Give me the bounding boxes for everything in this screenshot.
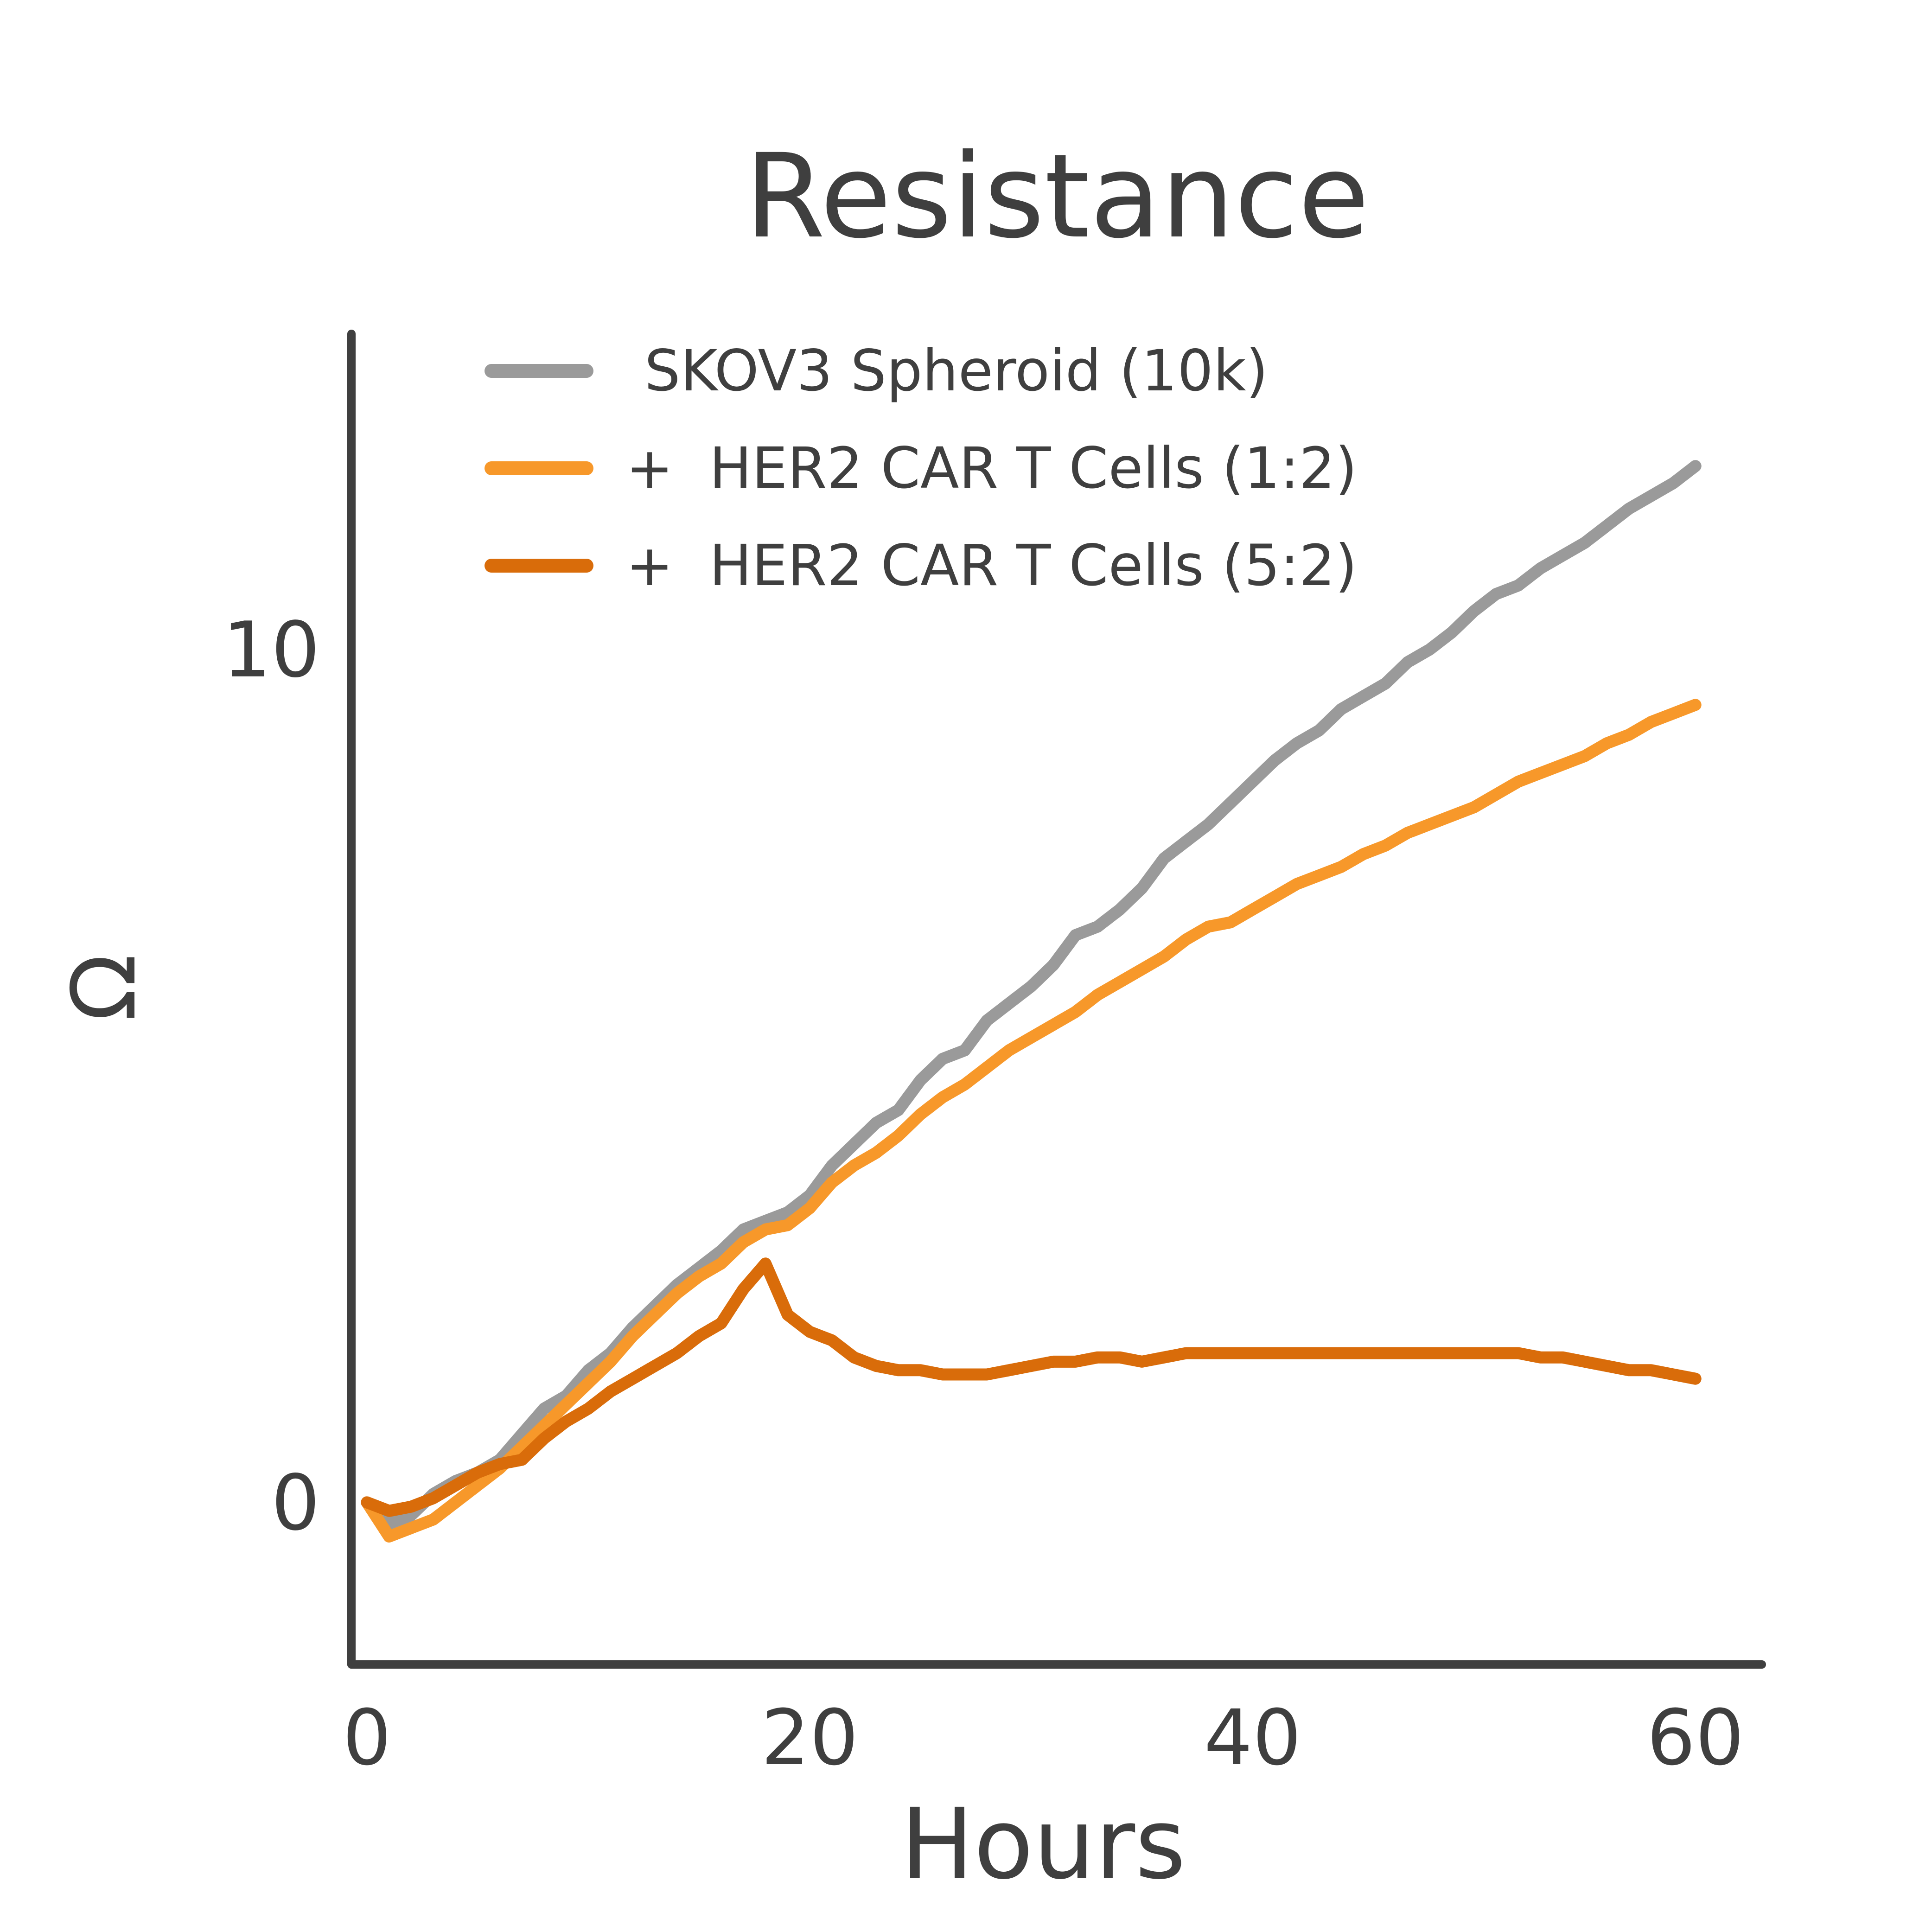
series-line-1	[361, 460, 1702, 1530]
x-tick-label: 60	[1647, 1693, 1744, 1782]
legend-label: + HER2 CAR T Cells (1:2)	[626, 435, 1357, 501]
x-axis-label: Hours	[900, 1787, 1186, 1901]
legend-label: + HER2 CAR T Cells (5:2)	[626, 533, 1357, 599]
legend-label: SKOV3 Spheroid (10k)	[644, 338, 1268, 404]
chart-title: Resistance	[745, 129, 1369, 264]
y-tick-label: 0	[271, 1458, 320, 1547]
series-line-2	[361, 699, 1702, 1543]
series-layer	[361, 460, 1702, 1543]
x-tick-label: 0	[343, 1693, 391, 1782]
legend: SKOV3 Spheroid (10k) + HER2 CAR T Cells (…	[485, 338, 1357, 599]
tick-layer: 0 20 40 60 0 10	[223, 606, 1744, 1782]
y-tick-label: 10	[223, 606, 320, 695]
x-tick-label: 40	[1204, 1693, 1301, 1782]
y-axis-label: Ω	[53, 954, 155, 1021]
x-tick-label: 20	[761, 1693, 859, 1782]
series-line-3	[361, 1257, 1702, 1517]
